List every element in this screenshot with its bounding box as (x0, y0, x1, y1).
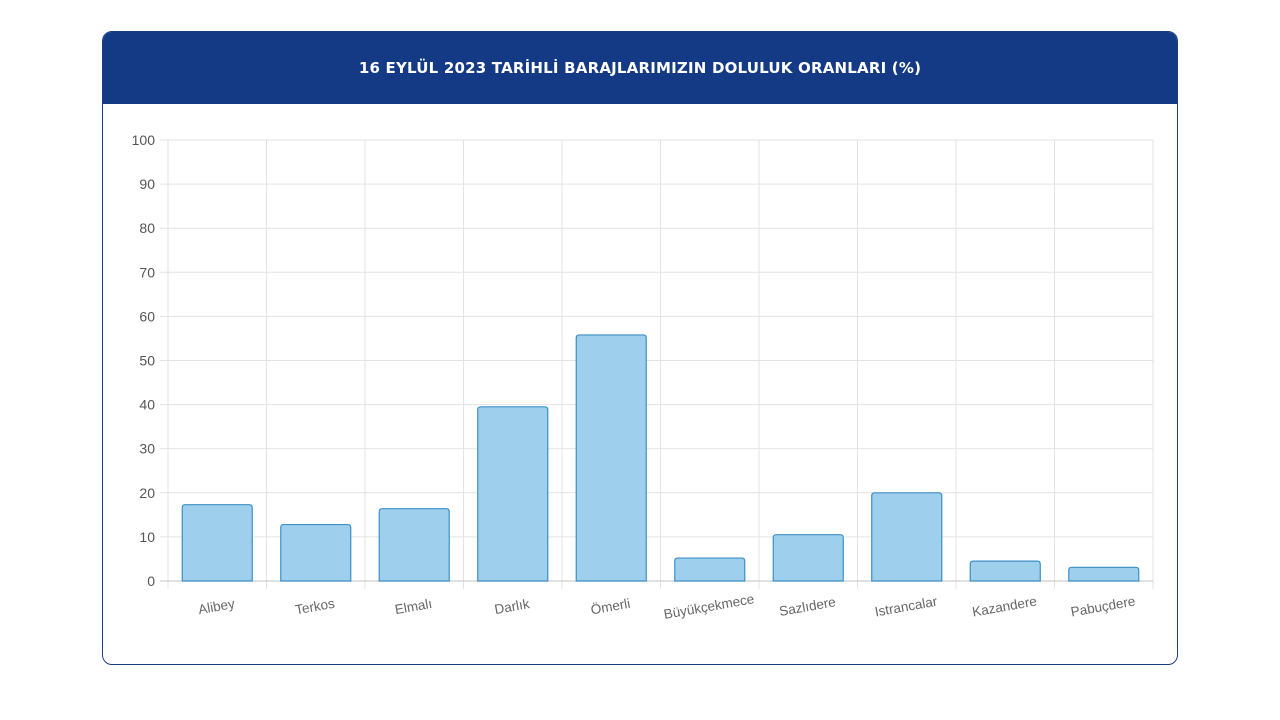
y-tick-label: 30 (139, 441, 155, 457)
y-tick-label: 60 (139, 308, 155, 324)
y-tick-label: 100 (132, 132, 156, 148)
x-category-label: Darlık (493, 596, 531, 617)
x-category-label: Kazandere (971, 594, 1038, 620)
y-tick-label: 0 (147, 573, 155, 589)
chart-title: 16 EYLÜL 2023 TARİHLİ BARAJLARIMIZIN DOL… (358, 59, 922, 77)
bar-darlık (477, 406, 549, 582)
y-tick-label: 20 (139, 485, 155, 501)
bar-elmalı (378, 508, 450, 582)
y-tick-label: 70 (139, 264, 155, 280)
bar-layer (181, 334, 1140, 582)
bar-terkos (280, 523, 352, 582)
bar-sazlıdere (772, 534, 844, 582)
y-tick-label: 40 (139, 397, 155, 413)
x-category-label: Büyükçekmece (663, 591, 756, 622)
bar-ömerli (575, 334, 647, 582)
x-category-label: Istrancalar (874, 594, 939, 620)
x-category-label: Alibey (197, 596, 236, 617)
grid-layer (160, 139, 1154, 589)
bar-istrancalar (871, 492, 943, 582)
x-category-label: Ömerli (590, 596, 632, 618)
y-tick-label: 90 (139, 176, 155, 192)
bar-büyükçekmece (674, 557, 746, 582)
x-category-label: Pabuçdere (1070, 594, 1137, 620)
x-category-label: Sazlıdere (778, 594, 837, 619)
y-tick-label: 10 (139, 529, 155, 545)
y-tick-label: 80 (139, 220, 155, 236)
chart-header: 16 EYLÜL 2023 TARİHLİ BARAJLARIMIZIN DOL… (103, 32, 1177, 104)
y-tick-label: 50 (139, 353, 155, 369)
x-category-label: Elmalı (394, 596, 434, 617)
bar-alibey (181, 504, 253, 582)
bar-kazandere (969, 560, 1041, 582)
x-category-label: Terkos (294, 596, 336, 618)
bar-pabuçdere (1068, 566, 1140, 582)
